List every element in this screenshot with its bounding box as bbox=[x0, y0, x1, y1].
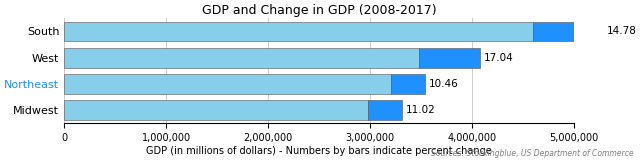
Text: 11.02: 11.02 bbox=[406, 105, 435, 115]
Bar bbox=[64, 22, 533, 41]
Title: GDP and Change in GDP (2008-2017): GDP and Change in GDP (2008-2017) bbox=[202, 4, 436, 17]
Text: 14.78: 14.78 bbox=[607, 26, 637, 36]
Bar bbox=[368, 100, 402, 120]
Text: Sources: Stockingblue, US Department of Commerce: Sources: Stockingblue, US Department of … bbox=[431, 149, 634, 158]
Bar bbox=[64, 100, 368, 120]
Text: 17.04: 17.04 bbox=[484, 53, 513, 63]
Bar bbox=[64, 74, 390, 94]
Bar bbox=[64, 48, 419, 68]
Bar bbox=[419, 48, 479, 68]
Bar bbox=[533, 22, 603, 41]
X-axis label: GDP (in millions of dollars) - Numbers by bars indicate percent change: GDP (in millions of dollars) - Numbers b… bbox=[147, 146, 492, 156]
Bar bbox=[390, 74, 425, 94]
Text: 10.46: 10.46 bbox=[429, 79, 459, 89]
